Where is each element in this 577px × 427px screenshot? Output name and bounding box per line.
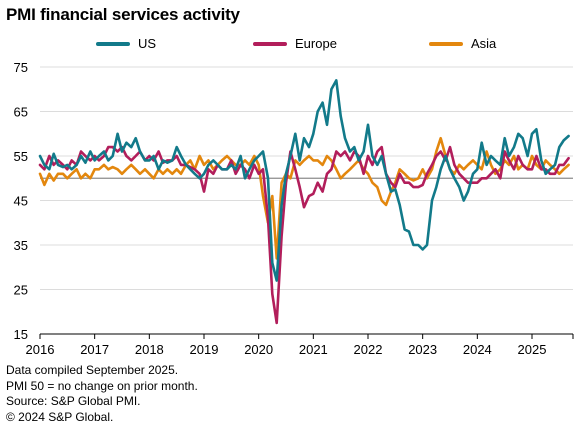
x-tick-label-2016: 2016: [26, 342, 55, 357]
x-tick-label-2020: 2020: [244, 342, 273, 357]
series-line-us: [38, 79, 570, 282]
legend-label-asia: Asia: [471, 36, 497, 51]
series-line-europe: [38, 145, 570, 325]
legend-swatch-europe: [253, 41, 287, 46]
x-tick-label-2019: 2019: [190, 342, 219, 357]
y-tick-label-55: 55: [14, 149, 28, 164]
x-tick-label-2024: 2024: [463, 342, 492, 357]
footer-note-pmi: PMI 50 = no change on prior month.: [6, 378, 198, 393]
pmi-line-chart: 15 25 35 45 55 65 75 2016 2017 2018 2019 2020 2021 20…: [14, 60, 574, 357]
x-tick-label-2023: 2023: [408, 342, 437, 357]
legend-item-asia: Asia: [429, 36, 496, 51]
x-tick-label-2022: 2022: [354, 342, 383, 357]
y-tick-label-65: 65: [14, 105, 28, 120]
x-tick-label-2018: 2018: [135, 342, 164, 357]
y-tick-label-25: 25: [14, 283, 28, 298]
x-tick-label-2025: 2025: [518, 342, 547, 357]
chart-footer: Data compiled September 2025. PMI 50 = n…: [6, 363, 198, 425]
footer-note-compiled: Data compiled September 2025.: [6, 363, 179, 377]
footer-note-source: Source: S&P Global PMI.: [6, 394, 141, 408]
y-tick-label-35: 35: [14, 238, 28, 253]
legend-label-us: US: [138, 36, 157, 51]
chart-title: PMI financial services activity: [6, 5, 240, 24]
footer-note-copyright: © 2024 S&P Global.: [6, 409, 114, 424]
y-tick-label-15: 15: [14, 327, 28, 342]
y-tick-label-45: 45: [14, 194, 28, 209]
x-tick-label-2021: 2021: [299, 342, 328, 357]
x-tick-label-2017: 2017: [80, 342, 109, 357]
legend-swatch-asia: [429, 41, 463, 46]
chart-legend: US Europe Asia: [0, 36, 577, 54]
legend-item-us: US: [96, 36, 156, 51]
legend-label-europe: Europe: [295, 36, 337, 51]
legend-item-europe: Europe: [253, 36, 337, 51]
y-tick-label-75: 75: [14, 60, 28, 75]
legend-swatch-us: [96, 41, 130, 46]
series-line-asia: [38, 136, 570, 260]
